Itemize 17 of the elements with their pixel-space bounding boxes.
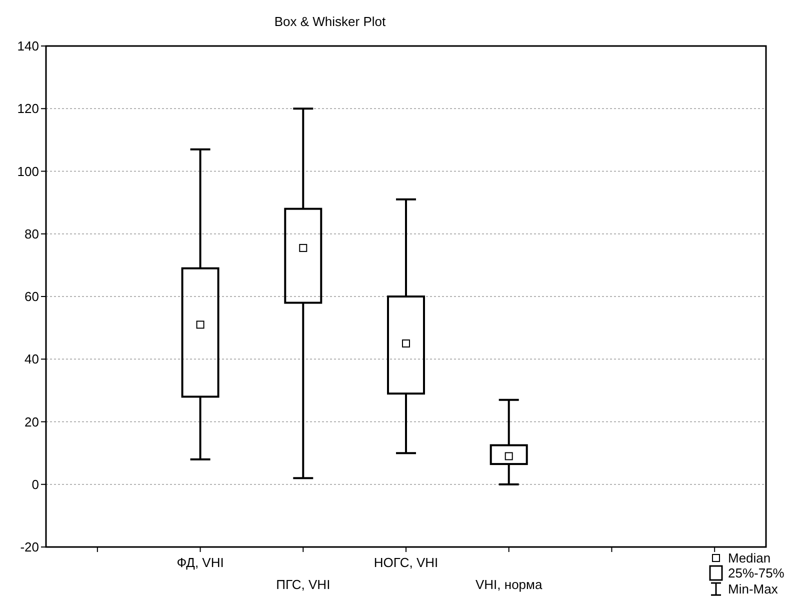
y-tick-label: -20 xyxy=(20,540,39,555)
y-tick-label: 80 xyxy=(24,226,39,242)
y-tick-label: 100 xyxy=(17,164,39,179)
y-tick-label: 120 xyxy=(17,101,39,116)
y-tick-label: 140 xyxy=(17,38,39,54)
y-tick-label: 40 xyxy=(24,352,39,367)
text: 25%-75% xyxy=(728,566,785,581)
chart-title: Box & Whisker Plot xyxy=(274,14,386,29)
y-tick-label: 60 xyxy=(24,289,39,304)
x-tick-label: ФД, VHI xyxy=(176,555,224,570)
y-tick-label: 20 xyxy=(24,414,39,430)
x-tick-label: ПГС, VHI xyxy=(276,577,330,592)
text: Median xyxy=(728,550,771,566)
y-tick-label: 0 xyxy=(32,476,39,492)
x-tick-label: VHI, норма xyxy=(476,577,543,592)
text: Min-Max xyxy=(728,582,778,596)
x-tick-label: НОГС, VHI xyxy=(374,555,438,570)
